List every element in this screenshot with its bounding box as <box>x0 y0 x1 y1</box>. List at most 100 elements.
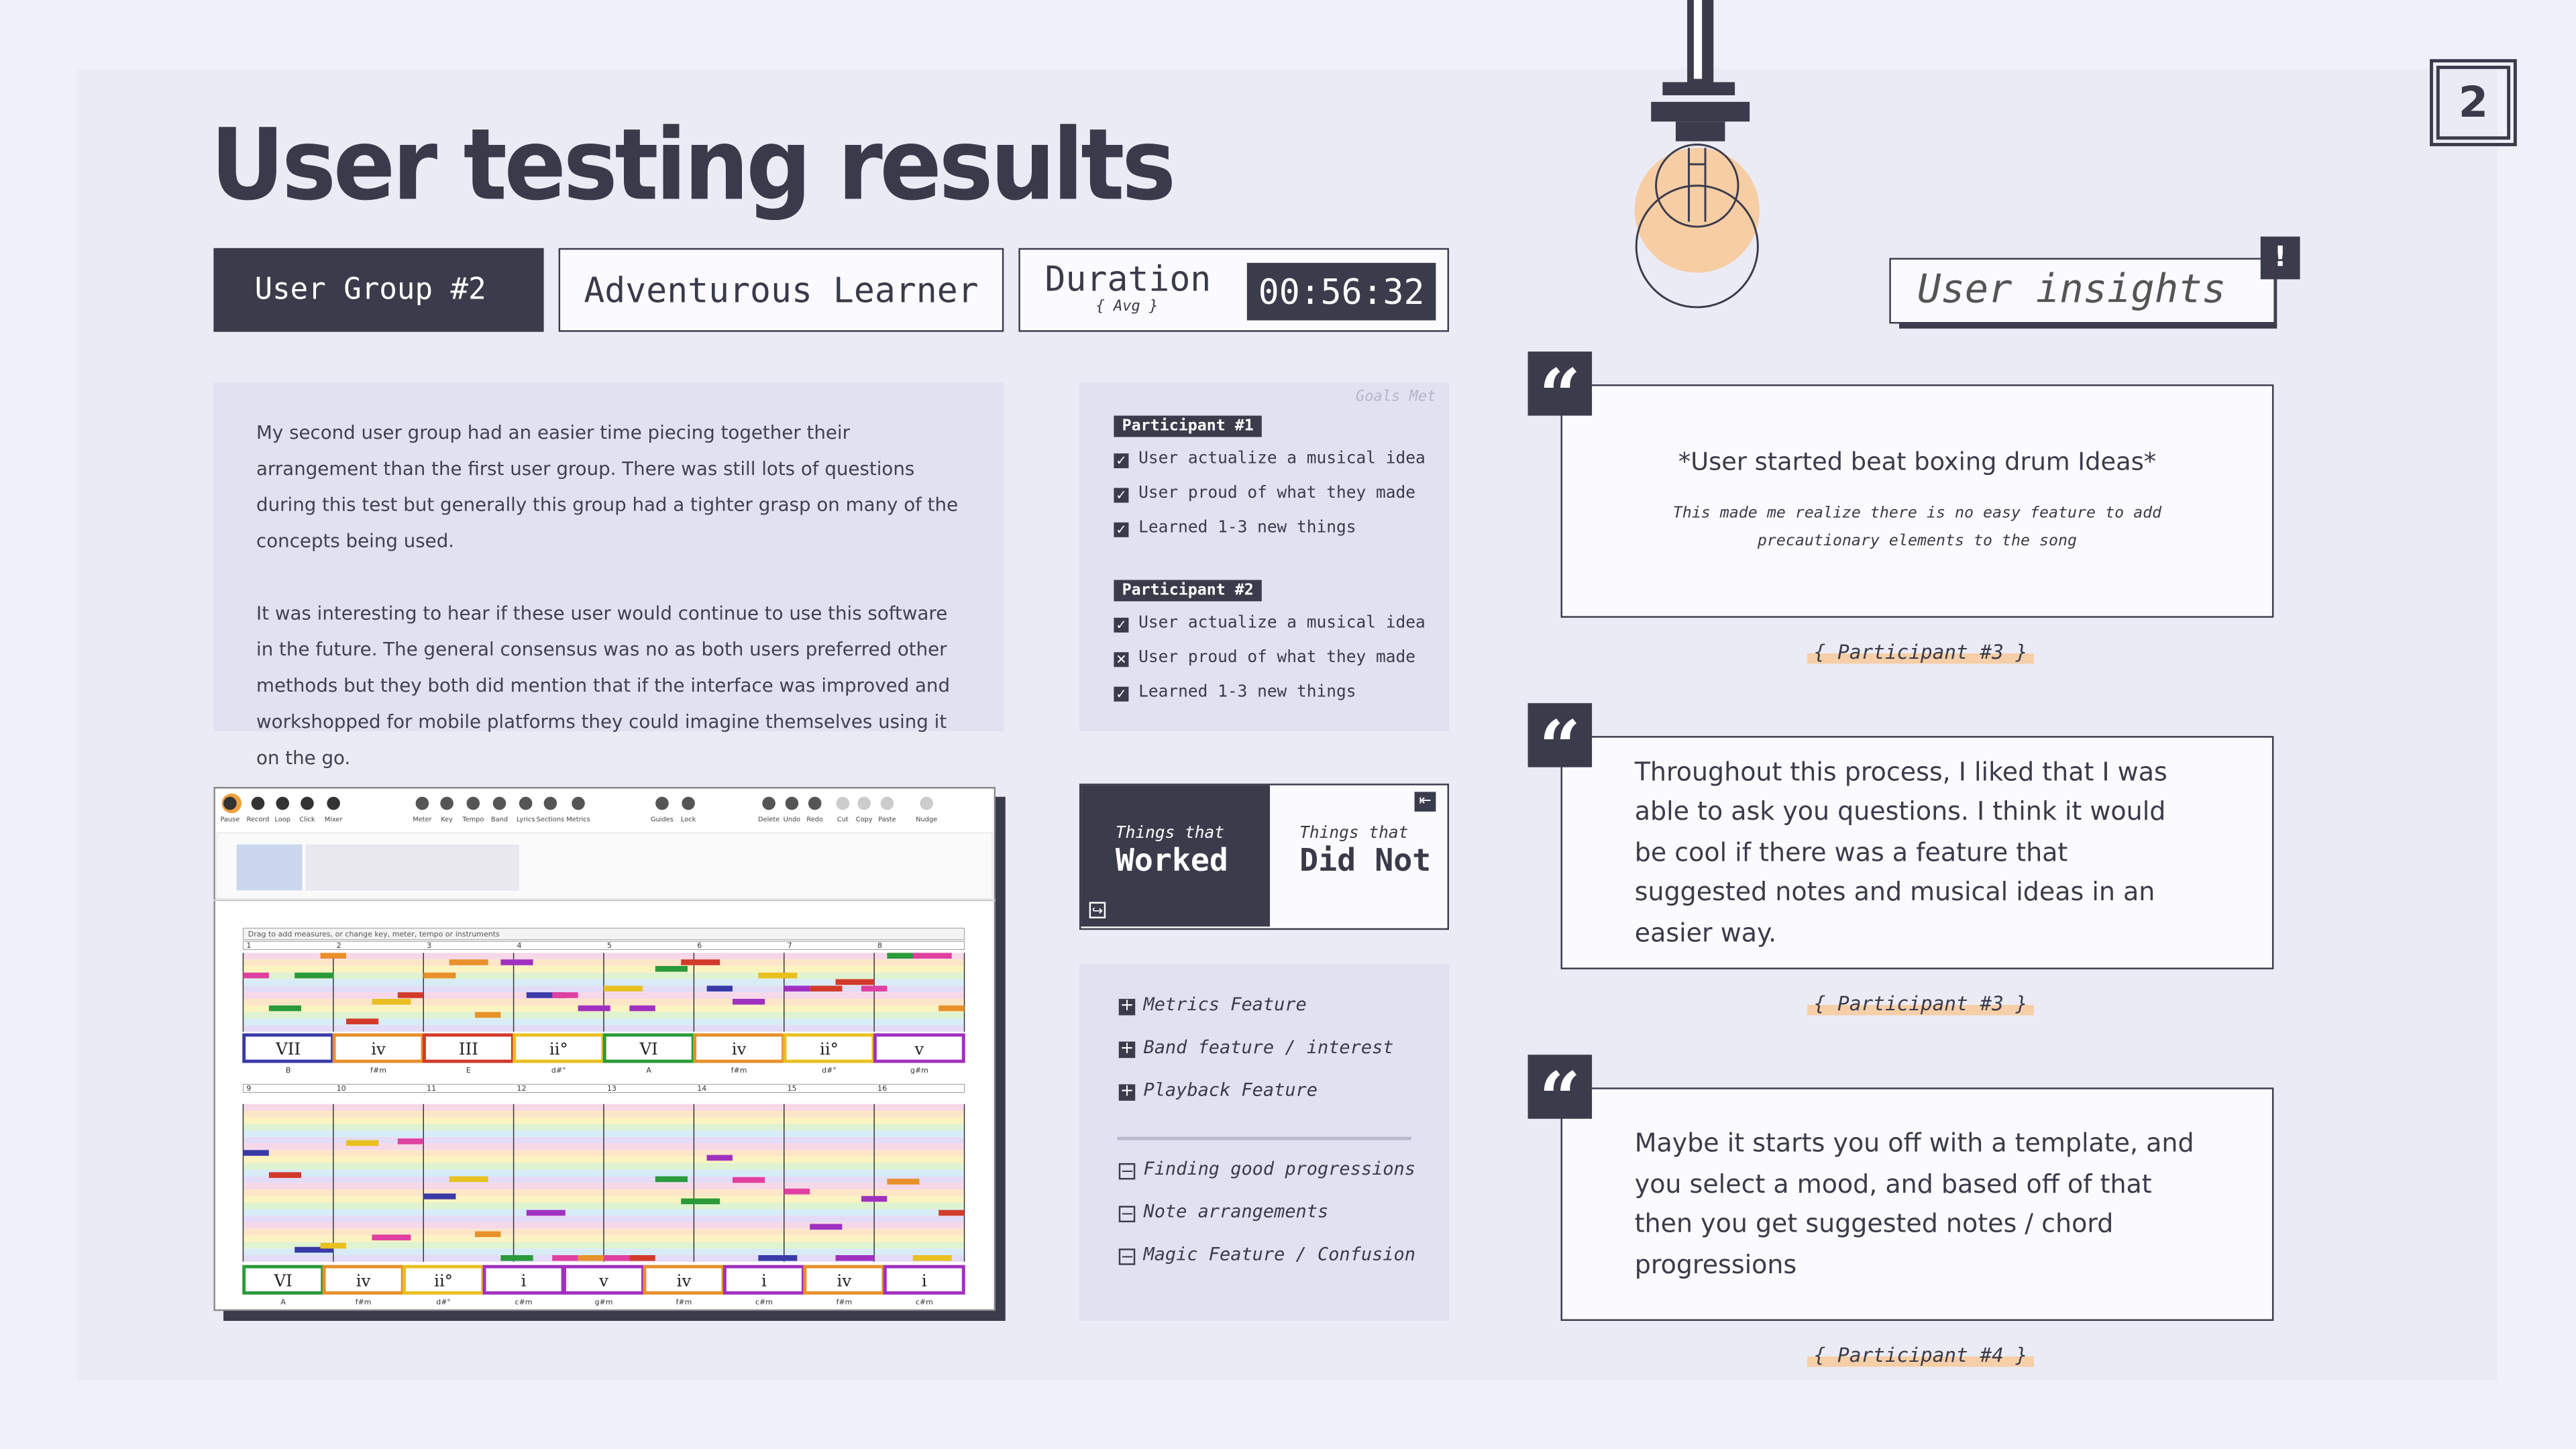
group-tag: User Group #2 <box>213 248 544 332</box>
toolbar-icon <box>543 796 557 810</box>
worked-tab[interactable]: Things that Worked ↪ <box>1081 785 1271 927</box>
chord-key: f#m <box>731 1066 747 1075</box>
chord-numeral: i <box>922 1271 927 1291</box>
chord-key: A <box>280 1297 286 1306</box>
roll-note <box>423 972 456 979</box>
toolbar-icon <box>301 796 314 810</box>
list-item: Magic Feature / Confusion <box>1143 1243 1415 1265</box>
goal-item: User actualize a musical idea <box>1138 450 1426 468</box>
toolbar-label: Lock <box>681 816 696 823</box>
roll-note <box>449 1176 488 1183</box>
measure-number: 12 <box>517 1084 527 1093</box>
chord-numeral: v <box>598 1271 608 1291</box>
list-icon: − <box>1118 1163 1136 1181</box>
chord-numeral: III <box>459 1039 478 1059</box>
tab-big: Worked <box>1115 843 1228 879</box>
list-item: Note arrangements <box>1143 1201 1329 1223</box>
roll-note <box>861 985 888 991</box>
roll-note <box>372 998 411 1005</box>
page-number: 2 <box>2436 65 2511 140</box>
list-item: Playback Feature <box>1143 1079 1318 1101</box>
title: User testing results <box>210 108 1176 224</box>
toolbar-label: Paste <box>878 816 896 823</box>
roll-note <box>861 1195 888 1202</box>
chord-key: f#m <box>836 1297 852 1306</box>
list-icon: + <box>1118 1040 1136 1059</box>
chord-box <box>602 1033 695 1063</box>
tab-big: Did Not <box>1299 843 1432 879</box>
check-box: ✓ <box>1114 617 1129 633</box>
roll-note <box>397 1138 424 1144</box>
chord-numeral: ii° <box>549 1039 568 1059</box>
chord-key: f#m <box>676 1297 692 1306</box>
measure-bar <box>242 941 965 951</box>
summary-panel: My second user group had an easier time … <box>213 382 1004 769</box>
toolbar-icon <box>519 796 533 810</box>
toolbar-icon <box>808 796 822 810</box>
control-block <box>236 844 303 891</box>
goal-item: User proud of what they made <box>1138 484 1415 503</box>
toolbar-label: Key <box>441 816 453 823</box>
measure-number: 3 <box>427 941 431 950</box>
tab-small: Things that <box>1299 824 1409 843</box>
roll-note <box>655 966 688 972</box>
toolbar-icon <box>920 796 934 810</box>
roll-note <box>320 953 347 959</box>
roll-note <box>268 1005 302 1012</box>
roll-note <box>912 953 952 959</box>
list-icon: − <box>1118 1248 1136 1266</box>
measure-number: 16 <box>877 1084 887 1093</box>
toolbar-label: Nudge <box>916 816 937 823</box>
roll-note <box>552 992 578 998</box>
toolbar-icon <box>836 796 850 810</box>
toolbar-icon <box>492 796 506 810</box>
roll-note <box>526 992 566 998</box>
chord-key: g#m <box>910 1066 928 1075</box>
feedback-lists: + Metrics Feature + Band feature / interest… <box>1079 964 1450 1321</box>
lightbulb <box>1634 0 1760 309</box>
toolbar-label: Redo <box>806 816 823 823</box>
measure-number: 4 <box>517 941 522 950</box>
chord-box <box>883 1265 965 1295</box>
roll-note <box>500 1255 533 1261</box>
roll-note <box>346 1018 379 1024</box>
duration-label: Duration <box>1044 259 1212 299</box>
chord-numeral: VI <box>639 1039 658 1059</box>
quote-note: This made me realize there is no easy fe… <box>1672 504 2162 551</box>
measure-number: 15 <box>788 1084 797 1093</box>
roll-note <box>243 1150 269 1156</box>
roll-note <box>912 1255 952 1261</box>
roll-note <box>732 998 765 1005</box>
goal-item: User proud of what they made <box>1138 649 1415 667</box>
measure-bar <box>242 1083 965 1093</box>
measure-number: 5 <box>607 941 612 950</box>
roll-note <box>449 959 488 965</box>
quote-text: Throughout this process, I liked that I … <box>1634 757 2167 948</box>
goals-heading: Goals Met <box>1355 389 1436 406</box>
chord-numeral: iv <box>837 1271 852 1291</box>
toolbar-icon <box>682 796 695 810</box>
roll-note <box>243 972 269 979</box>
hint-bar <box>242 928 965 941</box>
roll-note <box>810 1224 843 1230</box>
chord-key: f#m <box>356 1297 372 1306</box>
goals-panel: Goals Met Participant #1 ✓ User actualize … <box>1079 382 1450 731</box>
roll-note <box>681 959 720 965</box>
toolbar-label: Sections <box>537 816 564 823</box>
toolbar-icon <box>251 796 265 810</box>
quote-icon: “ <box>1527 703 1593 790</box>
check-box: ✓ <box>1114 453 1129 468</box>
roll-note <box>938 1005 965 1012</box>
roll-note <box>294 1246 334 1253</box>
check-box: ✓ <box>1114 686 1129 702</box>
roll-note <box>578 1005 610 1012</box>
control-block <box>305 844 519 891</box>
chord-numeral: i <box>761 1271 767 1291</box>
quote-icon: “ <box>1527 1055 1593 1142</box>
summary-paragraph: My second user group had an easier time … <box>256 422 959 552</box>
did-not-tab[interactable]: Things that Did Not ⇤ <box>1270 786 1446 927</box>
toolbar-label: Tempo <box>462 816 484 823</box>
chord-box <box>242 1265 325 1295</box>
chord-key: g#m <box>595 1297 613 1306</box>
measure-number: 2 <box>337 941 341 950</box>
